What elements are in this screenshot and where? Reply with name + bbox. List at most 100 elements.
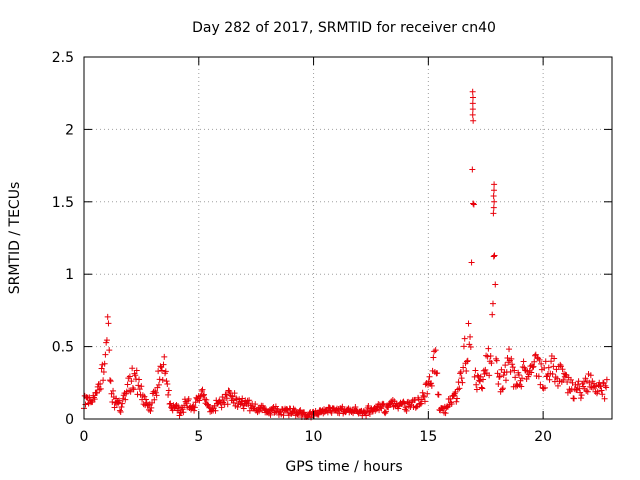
data-point [460,364,467,371]
data-point [93,389,100,396]
data-point [118,404,125,411]
data-point [352,403,359,410]
data-point [229,393,236,400]
y-tick-label: 1 [65,267,74,283]
data-point [111,404,118,411]
data-point [470,200,477,207]
data-point [418,400,425,407]
data-point [600,379,607,386]
data-point [164,381,171,388]
data-point [129,384,136,391]
data-point [577,395,584,402]
data-point [297,407,304,414]
data-point [564,378,571,385]
data-points [81,88,610,421]
data-point [315,411,322,418]
x-tick-label: 10 [305,429,323,445]
data-point [490,204,497,211]
data-point [492,281,499,288]
data-point [106,377,113,384]
data-point [138,383,145,390]
x-tick-label: 5 [194,429,203,445]
data-point [129,365,136,372]
data-point [363,412,370,419]
data-point [574,381,581,388]
data-point [127,388,134,395]
data-point [185,396,192,403]
data-point [339,403,346,410]
data-point [529,364,536,371]
data-point [499,386,506,393]
data-point [233,395,240,402]
data-point [124,381,131,388]
data-point [159,376,166,383]
data-point [130,386,137,393]
data-point [509,361,516,368]
data-point [109,399,116,406]
data-point [435,391,442,398]
data-point [326,404,333,411]
data-point [511,367,518,374]
data-point [430,354,437,361]
data-point [502,377,509,384]
data-point [554,382,561,389]
data-point [489,300,496,307]
data-point [420,392,427,399]
data-point [476,378,483,385]
axis-ticks [83,56,612,420]
plot-frame [83,56,613,420]
data-point [453,398,460,405]
y-tick-label: 0.5 [52,340,74,356]
data-point [117,408,124,415]
data-point [167,400,174,407]
data-point [382,410,389,417]
data-point [478,384,485,391]
data-point [180,409,187,416]
x-tick-label: 15 [419,429,437,445]
data-point [428,380,435,387]
data-point [469,166,476,173]
data-point [165,391,172,398]
data-point [328,409,335,416]
data-point [401,400,408,407]
data-point [103,337,110,344]
data-point [486,372,493,379]
data-point [473,386,480,393]
data-point [128,378,135,385]
data-point [467,333,474,340]
data-point [204,401,211,408]
y-tick-labels: 0 0.5 1 1.5 2 2.5 [52,50,74,428]
data-point [576,385,583,392]
data-point [324,409,331,416]
data-point [212,407,219,414]
data-point [442,410,449,417]
data-point [177,409,184,416]
data-point [586,379,593,386]
data-point [472,367,479,374]
data-point [203,396,210,403]
chart-title: Day 282 of 2017, SRMTID for receiver cn4… [192,20,496,36]
data-point [460,343,467,350]
data-point [382,408,389,415]
data-point [489,311,496,318]
data-point [176,412,183,419]
data-point [269,405,276,412]
data-point [584,388,591,395]
data-point [105,320,112,327]
data-point [295,412,302,419]
data-point [550,363,557,370]
data-point [491,187,498,194]
data-point [240,405,247,412]
data-point [136,376,143,383]
data-point [490,193,497,200]
data-point [569,379,576,386]
data-point [434,370,441,377]
data-point [482,366,489,373]
data-point [147,408,154,415]
data-point [476,377,483,384]
data-point [479,385,486,392]
data-point [469,100,476,107]
data-point [538,360,545,367]
data-point [598,387,605,394]
